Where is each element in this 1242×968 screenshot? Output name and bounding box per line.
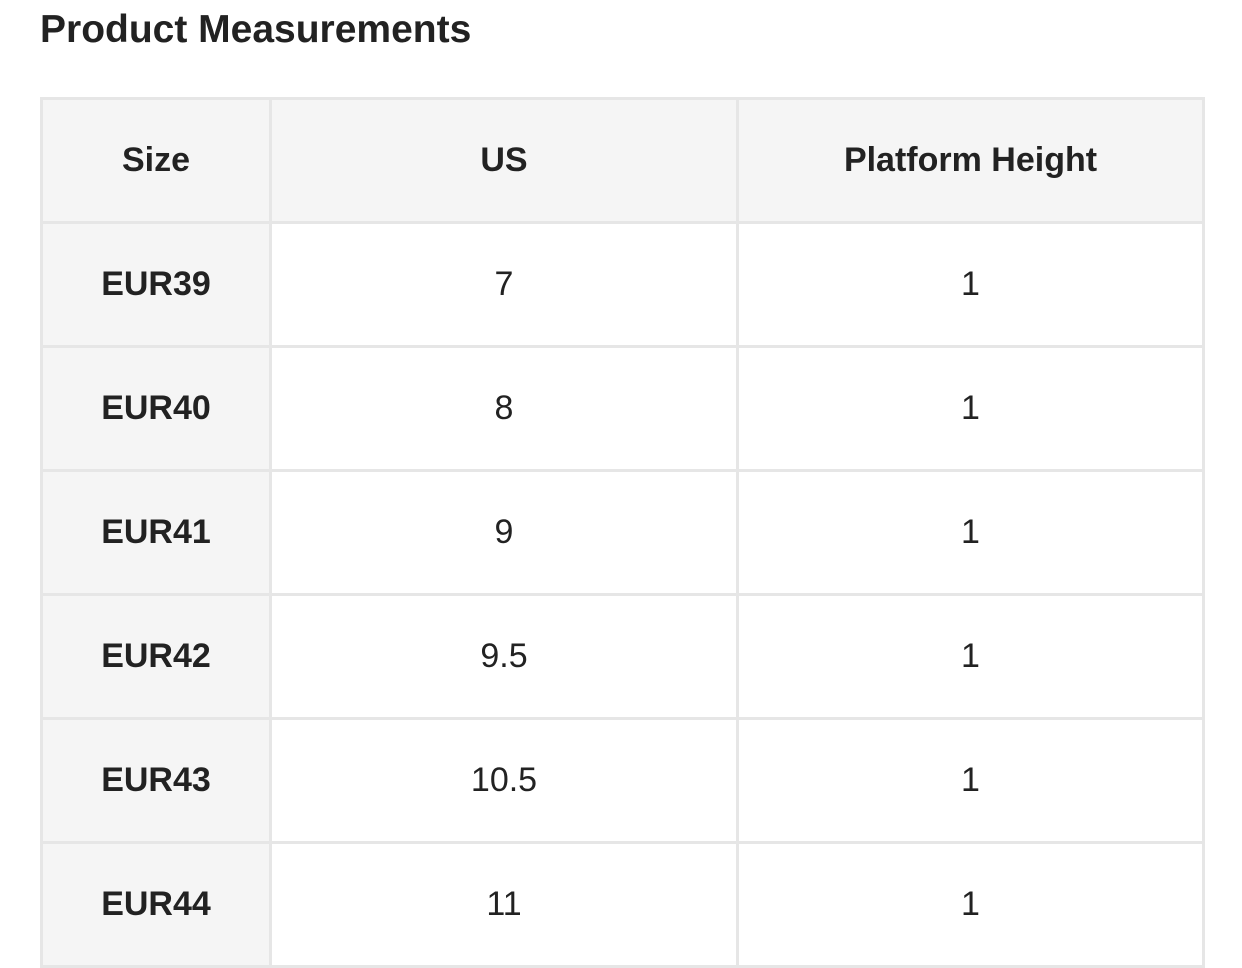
header-platform-height: Platform Height	[736, 97, 1205, 224]
table-row: EUR44 11 1	[40, 841, 1205, 968]
cell-us: 7	[269, 221, 739, 348]
cell-platform-height: 1	[736, 717, 1205, 844]
cell-size: EUR42	[40, 593, 272, 720]
cell-size: EUR44	[40, 841, 272, 968]
header-size: Size	[40, 97, 272, 224]
table-row: EUR43 10.5 1	[40, 717, 1205, 844]
cell-size: EUR41	[40, 469, 272, 596]
cell-us: 9.5	[269, 593, 739, 720]
table-row: EUR39 7 1	[40, 221, 1205, 348]
cell-platform-height: 1	[736, 841, 1205, 968]
header-us: US	[269, 97, 739, 224]
table-row: EUR40 8 1	[40, 345, 1205, 472]
table-row: EUR42 9.5 1	[40, 593, 1205, 720]
cell-size: EUR40	[40, 345, 272, 472]
cell-platform-height: 1	[736, 469, 1205, 596]
cell-platform-height: 1	[736, 593, 1205, 720]
cell-us: 8	[269, 345, 739, 472]
cell-platform-height: 1	[736, 345, 1205, 472]
cell-size: EUR39	[40, 221, 272, 348]
cell-us: 11	[269, 841, 739, 968]
table-row: EUR41 9 1	[40, 469, 1205, 596]
cell-platform-height: 1	[736, 221, 1205, 348]
measurements-table: Size US Platform Height EUR39 7 1 EUR40 8 1 EU…	[40, 97, 1205, 968]
cell-us: 10.5	[269, 717, 739, 844]
table-header-row: Size US Platform Height	[40, 97, 1205, 224]
page-title: Product Measurements	[40, 8, 472, 51]
cell-size: EUR43	[40, 717, 272, 844]
cell-us: 9	[269, 469, 739, 596]
